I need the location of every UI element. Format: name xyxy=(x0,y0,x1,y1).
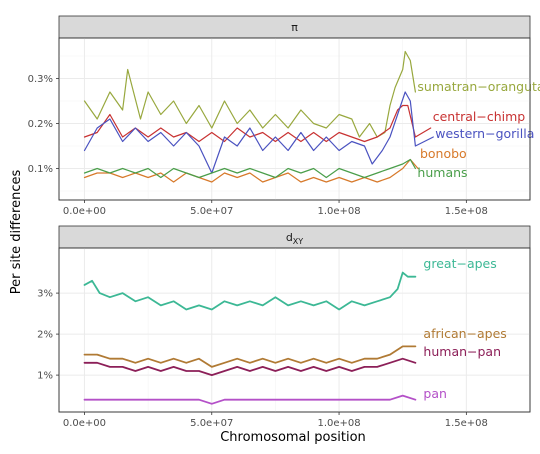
series-line-western-gorilla xyxy=(83,91,434,174)
series-label-human-pan: human−pan xyxy=(423,344,501,359)
series-label-great-apes: great−apes xyxy=(423,256,496,271)
panel-2: dXY 0.0e+00 5.0e+07 1.0e+08 1.5e+08 1% 2% 3% gre… xyxy=(37,225,531,429)
panel-strip-title: dXY xyxy=(286,231,303,246)
series-line-african-apes xyxy=(83,345,417,368)
series-line-bonobo xyxy=(83,158,419,183)
series-label-bonobo: bonobo xyxy=(420,146,467,161)
panel-1: π 0.0e+00 5.0e+07 1.0e+08 1.5e+08 0.1% 0.2% 0.3… xyxy=(28,15,540,217)
plot-area xyxy=(58,247,531,413)
series-label-sumatran-orangutan: sumatran−orangutan xyxy=(417,79,540,94)
y-tick-label: 3% xyxy=(37,289,53,300)
series-line-central-chimp xyxy=(83,104,432,143)
y-tick-label: 0.3% xyxy=(28,74,53,85)
panel-strip-title: π xyxy=(291,21,298,34)
series-line-great-apes xyxy=(83,271,417,311)
series-line-humans xyxy=(83,158,416,179)
x-tick-label: 5.0e+07 xyxy=(190,418,233,429)
plot-border xyxy=(58,37,531,201)
x-tick-label: 1.5e+08 xyxy=(445,206,488,217)
x-axis-title: Chromosomal position xyxy=(220,430,366,445)
x-tick-label: 1.0e+08 xyxy=(317,418,360,429)
series-label-african-apes: african−apes xyxy=(423,326,506,341)
y-tick-label: 0.2% xyxy=(28,119,53,130)
series-line-pan xyxy=(83,394,417,405)
x-tick-label: 1.0e+08 xyxy=(317,206,360,217)
panels-layer: π 0.0e+00 5.0e+07 1.0e+08 1.5e+08 0.1% 0.2% 0.3… xyxy=(28,15,540,429)
y-tick-label: 1% xyxy=(37,371,53,382)
x-tick-label: 0.0e+00 xyxy=(63,418,106,429)
series-label-central-chimp: central−chimp xyxy=(433,109,526,124)
x-tick-label: 1.5e+08 xyxy=(445,418,488,429)
x-tick-label: 5.0e+07 xyxy=(190,206,233,217)
y-axis-title: Per site differences xyxy=(9,170,24,295)
y-tick-label: 0.1% xyxy=(28,164,53,175)
series-label-pan: pan xyxy=(423,386,447,401)
y-tick-label: 2% xyxy=(37,330,53,341)
x-tick-label: 0.0e+00 xyxy=(63,206,106,217)
series-label-humans: humans xyxy=(417,165,467,180)
series-line-sumatran-orangutan xyxy=(83,50,416,138)
plot-border xyxy=(58,247,531,413)
series-label-western-gorilla: western−gorilla xyxy=(435,126,534,141)
series-line-human-pan xyxy=(83,357,417,376)
